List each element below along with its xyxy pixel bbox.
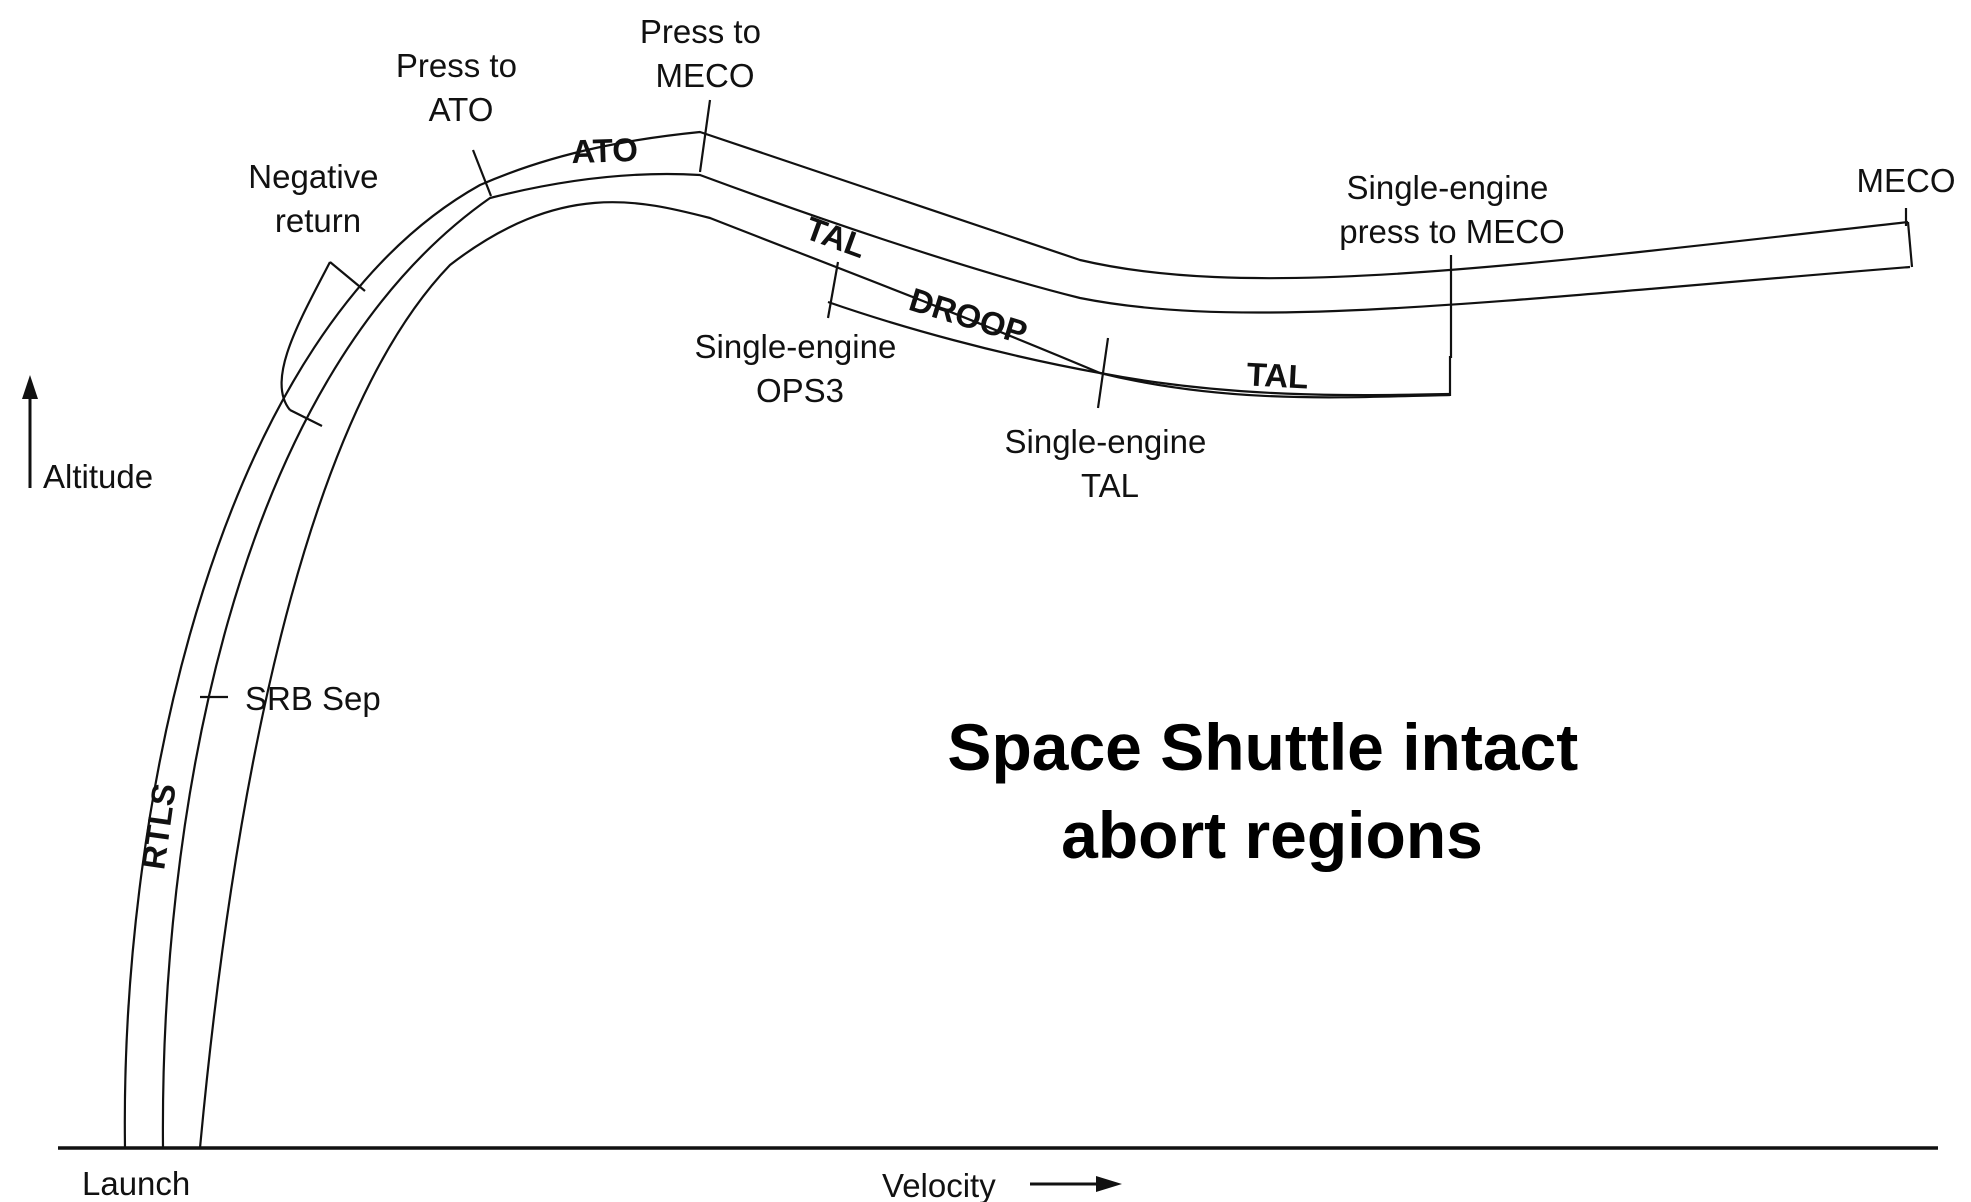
diagram-title: Space Shuttle intact abort regions (947, 710, 1596, 872)
diagram-title-line1: Space Shuttle intact (947, 710, 1578, 784)
single-engine-ops3-line2: OPS3 (756, 372, 844, 409)
single-engine-tal-label: Single-engine TAL (1005, 423, 1216, 504)
press-to-ato-line2: ATO (429, 91, 494, 128)
press-to-ato-tick (471, 149, 493, 197)
trajectory-inner-curve (198, 201, 1451, 1149)
meco-label: MECO (1857, 162, 1956, 199)
region-ato-label: ATO (571, 131, 639, 170)
press-to-meco-tick (698, 99, 712, 173)
velocity-arrow-head (1096, 1176, 1122, 1192)
single-engine-press-to-meco-label: Single-engine press to MECO (1339, 169, 1565, 250)
single-engine-tal-line1: Single-engine (1005, 423, 1207, 460)
negative-return-bracket (280, 261, 366, 427)
press-to-meco-line2: MECO (656, 57, 755, 94)
negative-return-label: Negative return (248, 158, 387, 239)
single-engine-ops3-tick (826, 261, 840, 319)
region-rtls-label: RTLS (134, 781, 183, 871)
single-engine-press-to-meco-line1: Single-engine (1347, 169, 1549, 206)
tal-band-lower-edge (827, 300, 1451, 397)
diagram-title-line2: abort regions (1061, 798, 1483, 872)
press-to-meco-line1: Press to (640, 13, 761, 50)
meco-end-tick (1906, 221, 1914, 268)
single-engine-tal-tick (1096, 337, 1110, 409)
single-engine-press-to-meco-line2: press to MECO (1339, 213, 1565, 250)
altitude-label: Altitude (43, 458, 153, 495)
single-engine-ops3-line1: Single-engine (695, 328, 897, 365)
region-tal-lower-label: TAL (1246, 355, 1310, 395)
velocity-label: Velocity (882, 1167, 996, 1202)
negative-return-line1: Negative (248, 158, 378, 195)
launch-label: Launch (82, 1165, 190, 1202)
press-to-ato-label: Press to ATO (396, 47, 526, 128)
region-droop-label: DROOP (905, 281, 1032, 352)
trajectory-outer-curve (123, 130, 1909, 1149)
trajectory-middle-curve (161, 172, 1911, 1149)
press-to-meco-label: Press to MECO (640, 13, 770, 94)
altitude-arrow-head (22, 375, 38, 399)
single-engine-tal-line2: TAL (1081, 467, 1139, 504)
srb-sep-label: SRB Sep (245, 680, 381, 717)
press-to-ato-line1: Press to (396, 47, 517, 84)
single-engine-ops3-label: Single-engine OPS3 (695, 328, 906, 409)
negative-return-line2: return (275, 202, 361, 239)
